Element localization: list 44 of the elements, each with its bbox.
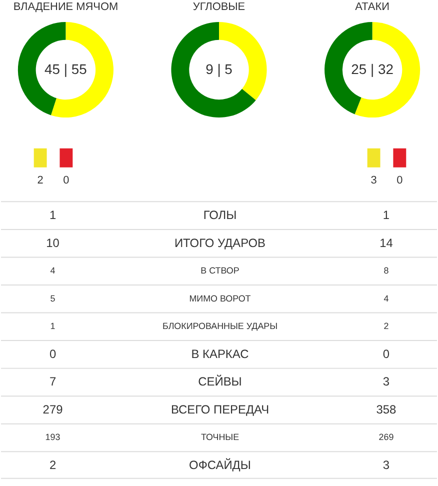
data-label: 0 [396,174,403,186]
data-label: 0 [49,346,56,361]
data-label: 0 [63,174,70,186]
category-label: ОФСАЙДЫ [189,458,251,472]
data-label: 279 [42,402,64,416]
category-label: ВСЕГО ПЕРЕДАЧ [170,402,270,416]
category-label: В КАРКАС [191,346,250,361]
data-label: 4 [50,266,56,276]
category-label: ГОЛЫ [203,208,237,222]
data-label: 4 [384,293,389,304]
category-label: ТОЧНЫЕ [200,432,240,442]
data-label: 269 [378,432,394,442]
data-label: 8 [384,266,389,276]
data-label: 2 [49,458,56,472]
data-label: 1 [49,208,56,222]
data-label: 7 [49,374,56,389]
donut-slice [324,22,372,114]
donut-slice [171,22,256,118]
chart-title: УГЛОВЫЕ [192,1,246,14]
chart-title: АТАКИ [355,1,390,14]
category-label: В СТВОР [200,266,240,276]
text: 9 | 5 [206,60,233,77]
data-label: 10 [46,236,60,250]
data-label: 1 [50,321,56,332]
data-label: 0 [382,346,390,361]
donut-slice [219,22,267,100]
chart-title: ВЛАДЕНИЕ МЯЧОМ [13,1,118,14]
text: 45 | 55 [44,60,88,77]
data-label: 3 [382,458,390,472]
data-label: 2 [384,321,389,332]
data-label: 5 [50,293,56,304]
data-label: 193 [45,432,60,442]
data-label: 3 [370,174,377,186]
category-label: ИТОГО УДАРОВ [174,236,266,250]
category-label: БЛОКИРОВАННЫЕ УДАРЫ [162,321,278,332]
data-label: 3 [382,374,390,389]
donut-slice [18,22,66,116]
category-label: СЕЙВЫ [198,374,242,389]
data-label: 14 [380,236,394,250]
text: 25 | 32 [351,60,394,77]
data-label: 358 [376,402,397,416]
category-label: МИМО ВОРОТ [189,293,252,304]
data-label: 1 [382,208,390,222]
data-label: 2 [37,174,44,186]
